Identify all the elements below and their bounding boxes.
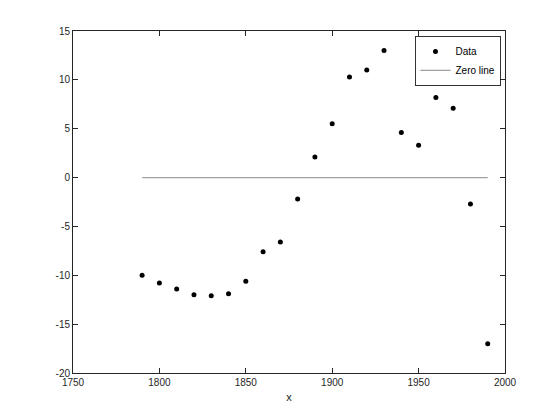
svg-text:-15: -15 [56,319,71,330]
svg-text:1850: 1850 [235,377,258,388]
svg-text:10: 10 [59,74,71,85]
svg-text:1800: 1800 [148,377,171,388]
svg-text:x: x [286,391,292,403]
svg-text:Data: Data [455,46,477,57]
svg-text:-5: -5 [61,221,70,232]
svg-text:-10: -10 [56,270,71,281]
svg-text:1900: 1900 [321,377,344,388]
svg-text:1950: 1950 [407,377,430,388]
svg-text:5: 5 [64,123,70,134]
svg-text:-20: -20 [56,368,71,379]
svg-text:0: 0 [64,172,70,183]
svg-text:2000: 2000 [494,377,517,388]
svg-text:1750: 1750 [62,377,85,388]
svg-text:15: 15 [59,26,71,37]
svg-text:Zero line: Zero line [455,65,494,76]
